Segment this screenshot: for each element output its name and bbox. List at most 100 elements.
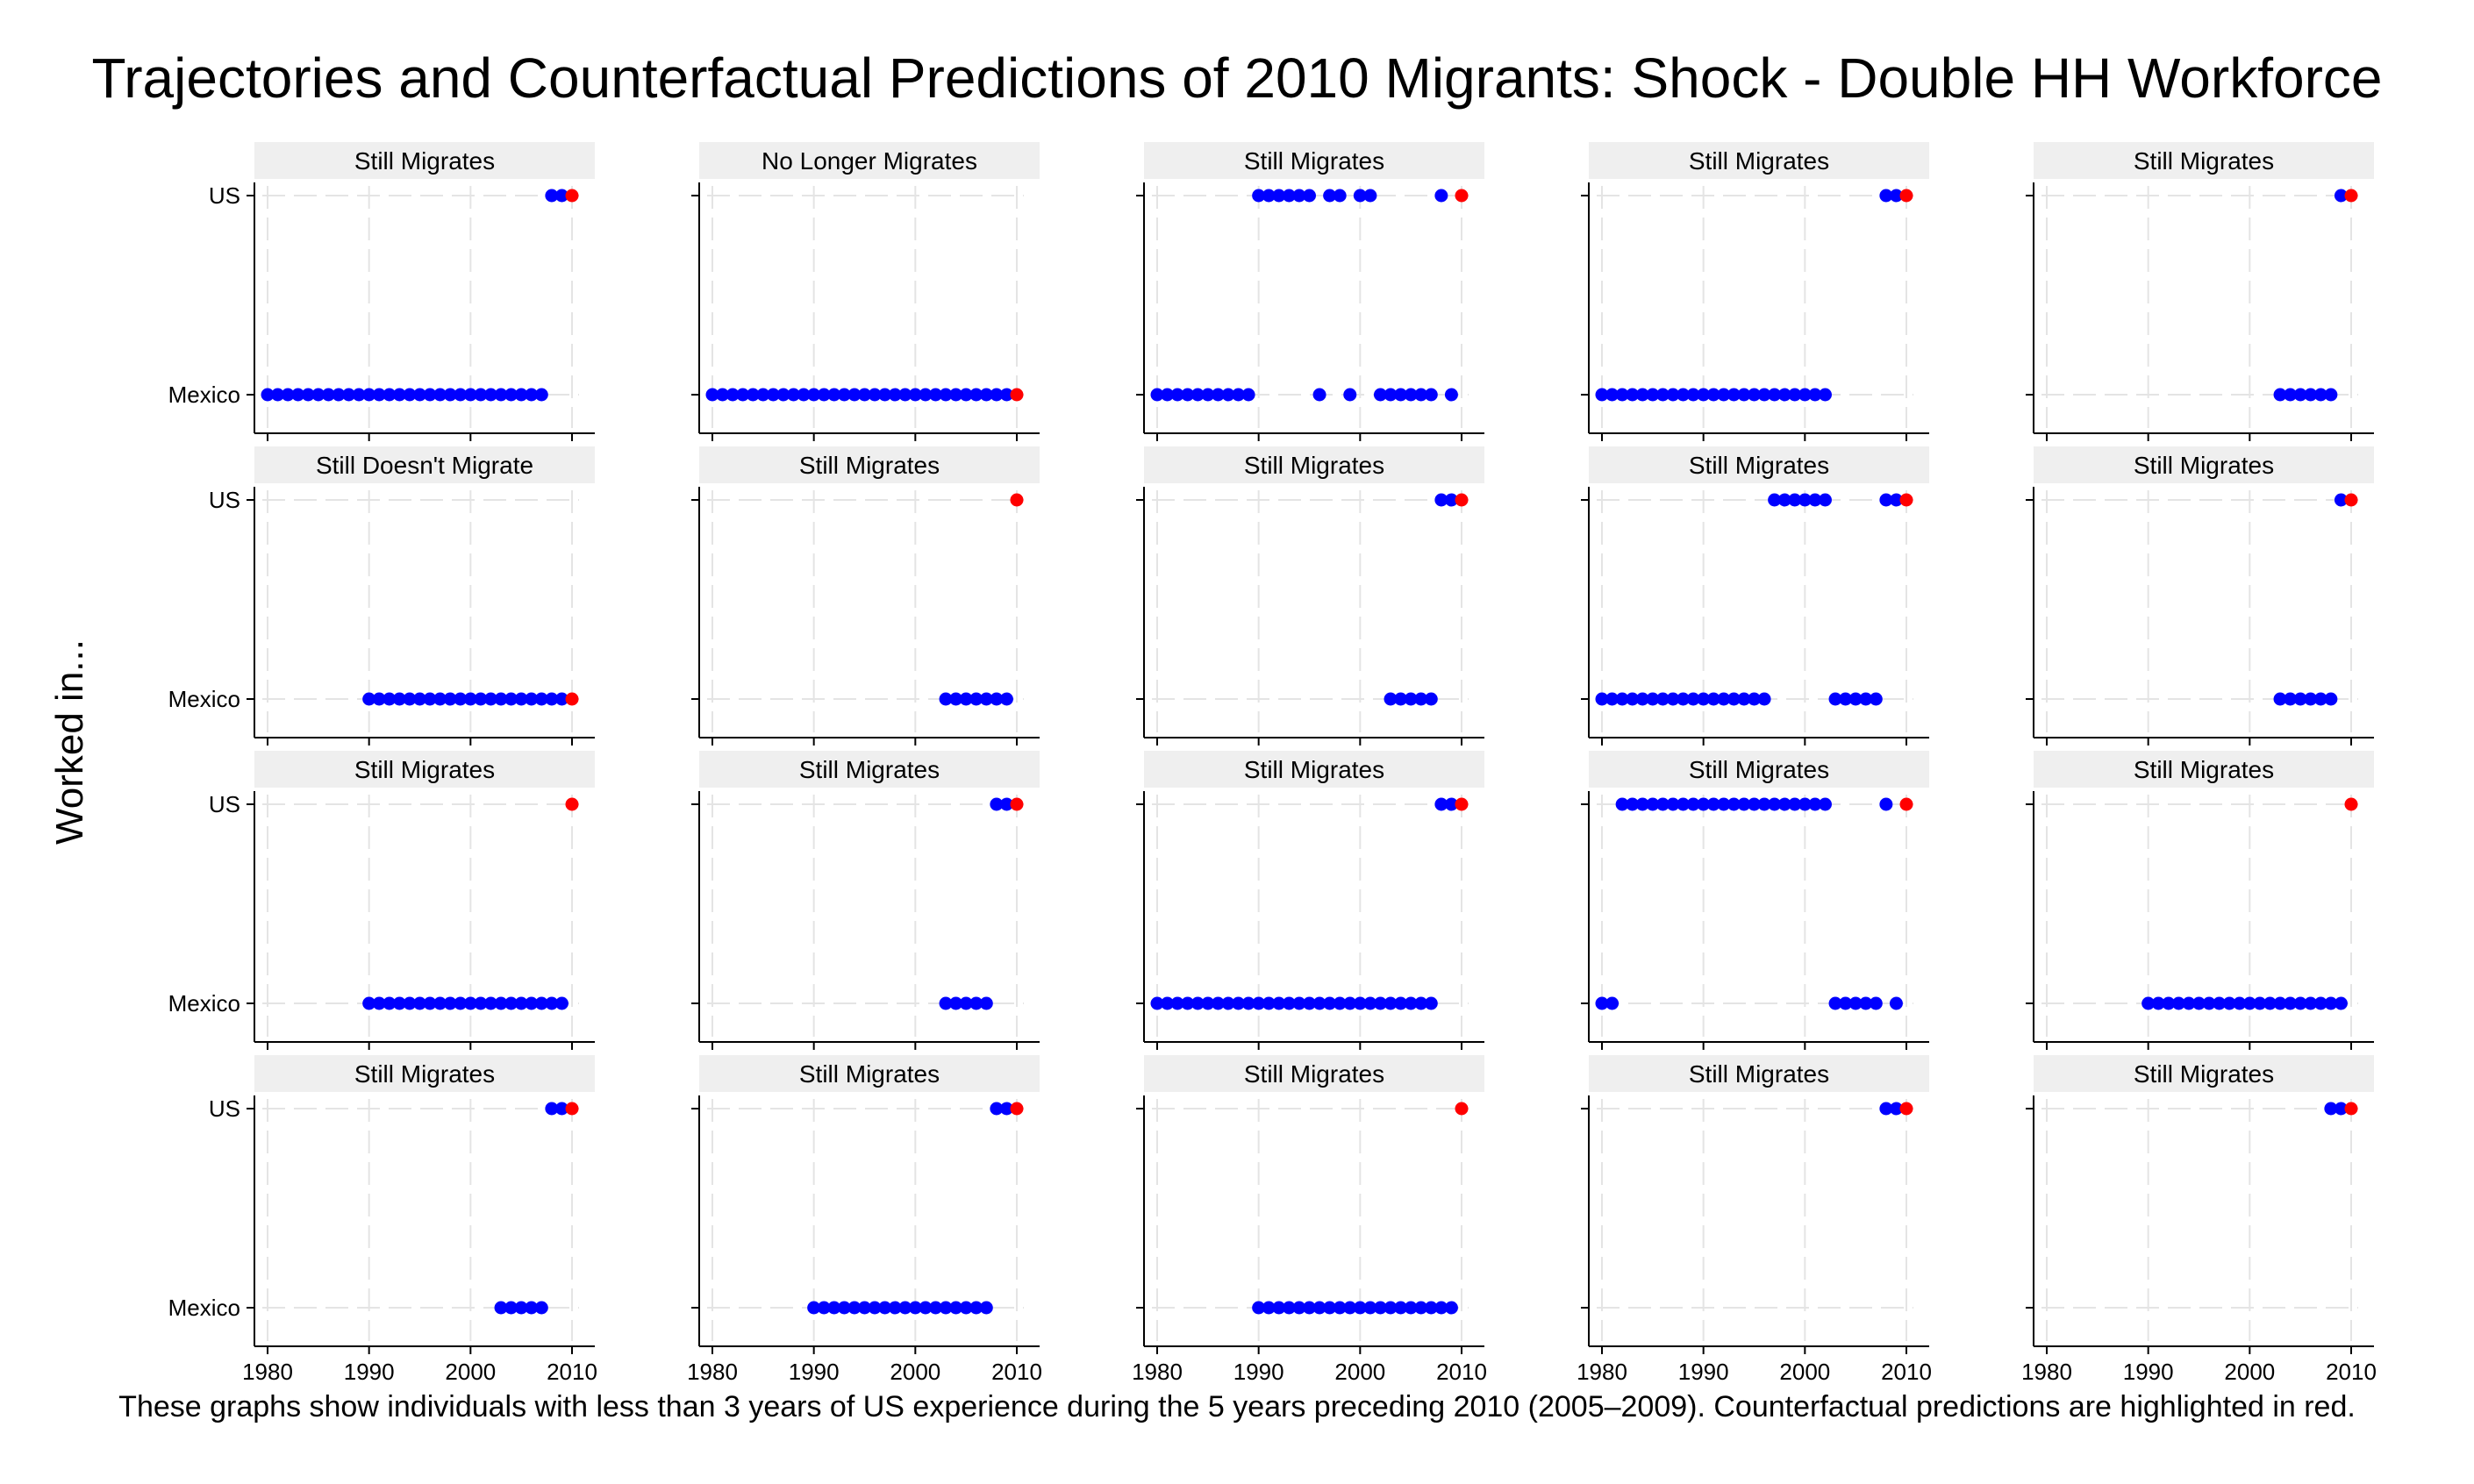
point-mexico	[969, 996, 983, 1010]
panel-header	[254, 446, 595, 483]
point-mexico	[494, 996, 508, 1010]
point-mexico	[1191, 388, 1205, 402]
panel-11: Still Migrates US Mexico	[168, 751, 595, 1050]
point-us	[1323, 189, 1337, 203]
point-mexico	[311, 388, 325, 402]
point-mexico	[494, 1301, 508, 1315]
x-tick-label: 2000	[445, 1359, 496, 1385]
point-us	[1686, 797, 1700, 811]
point-mexico	[959, 692, 973, 706]
point-mexico	[1717, 388, 1731, 402]
point-us	[545, 1102, 559, 1116]
x-tick-label: 2010	[2326, 1359, 2377, 1385]
point-mexico	[827, 1301, 841, 1315]
point-mexico	[392, 388, 406, 402]
point-mexico	[1181, 388, 1195, 402]
point-mexico	[1353, 1301, 1367, 1315]
point-mexico	[1605, 996, 1620, 1010]
point-mexico	[2304, 388, 2318, 402]
panel-12: Still Migrates	[691, 751, 1040, 1050]
y-tick-label: US	[209, 182, 240, 209]
point-mexico	[1686, 388, 1700, 402]
point-mexico	[1323, 1301, 1337, 1315]
x-tick-label: 1980	[1577, 1359, 1627, 1385]
point-mexico	[383, 996, 397, 1010]
point-mexico	[1181, 996, 1195, 1010]
point-mexico	[837, 388, 851, 402]
point-mexico	[1272, 996, 1286, 1010]
panel-label: Still Migrates	[799, 756, 940, 783]
point-mexico	[1252, 1301, 1266, 1315]
point-mexico	[1424, 388, 1438, 402]
y-tick-label: Mexico	[168, 1295, 240, 1321]
point-mexico	[504, 692, 518, 706]
point-mexico	[545, 996, 559, 1010]
point-prediction	[1899, 797, 1913, 811]
point-mexico	[2313, 388, 2327, 402]
point-mexico	[372, 388, 386, 402]
point-us	[1737, 797, 1751, 811]
point-mexico	[454, 996, 468, 1010]
panel-label: Still Migrates	[799, 452, 940, 479]
point-mexico	[1262, 996, 1276, 1010]
point-mexico	[999, 692, 1013, 706]
panel-header	[1144, 1055, 1484, 1092]
point-mexico	[1859, 692, 1873, 706]
point-mexico	[1211, 388, 1225, 402]
point-mexico	[2263, 996, 2277, 1010]
point-prediction	[1455, 493, 1469, 507]
point-mexico	[1646, 692, 1660, 706]
point-us	[1788, 797, 1802, 811]
point-mexico	[261, 388, 275, 402]
point-mexico	[949, 1301, 963, 1315]
panel-header	[699, 446, 1040, 483]
point-mexico	[1697, 388, 1711, 402]
point-mexico	[1373, 1301, 1387, 1315]
panel-label: No Longer Migrates	[762, 147, 977, 175]
point-mexico	[1788, 388, 1802, 402]
point-mexico	[959, 388, 973, 402]
panel-13: Still Migrates	[1136, 751, 1484, 1050]
point-mexico	[483, 388, 497, 402]
point-mexico	[705, 388, 719, 402]
point-mexico	[979, 1301, 993, 1315]
point-prediction	[565, 797, 579, 811]
panel-header	[2034, 751, 2374, 788]
point-mexico	[868, 1301, 882, 1315]
point-mexico	[1384, 996, 1398, 1010]
point-mexico	[939, 1301, 953, 1315]
panel-header	[1589, 142, 1929, 179]
point-mexico	[494, 388, 508, 402]
point-mexico	[878, 1301, 892, 1315]
point-mexico	[1292, 1301, 1306, 1315]
point-mexico	[545, 692, 559, 706]
point-mexico	[2202, 996, 2216, 1010]
point-us	[1798, 797, 1812, 811]
point-mexico	[1635, 692, 1649, 706]
point-us	[1889, 189, 1903, 203]
point-mexico	[494, 692, 508, 706]
point-mexico	[2324, 388, 2338, 402]
point-prediction	[1010, 1102, 1024, 1116]
point-mexico	[1424, 692, 1438, 706]
point-mexico	[1394, 996, 1408, 1010]
point-us	[999, 1102, 1013, 1116]
point-mexico	[898, 1301, 912, 1315]
panel-14: Still Migrates	[1581, 751, 1929, 1050]
point-mexico	[474, 996, 488, 1010]
point-prediction	[1010, 797, 1024, 811]
point-mexico	[1343, 996, 1357, 1010]
point-us	[1272, 189, 1286, 203]
x-tick-label: 1990	[2123, 1359, 2174, 1385]
point-mexico	[423, 996, 437, 1010]
point-mexico	[483, 996, 497, 1010]
point-mexico	[2253, 996, 2267, 1010]
point-us	[1879, 1102, 1893, 1116]
point-us	[990, 1102, 1004, 1116]
point-us	[1889, 493, 1903, 507]
point-mexico	[1605, 692, 1620, 706]
panel-4: Still Migrates	[1581, 142, 1929, 441]
point-mexico	[2284, 388, 2298, 402]
point-us	[1303, 189, 1316, 203]
point-mexico	[2273, 692, 2287, 706]
